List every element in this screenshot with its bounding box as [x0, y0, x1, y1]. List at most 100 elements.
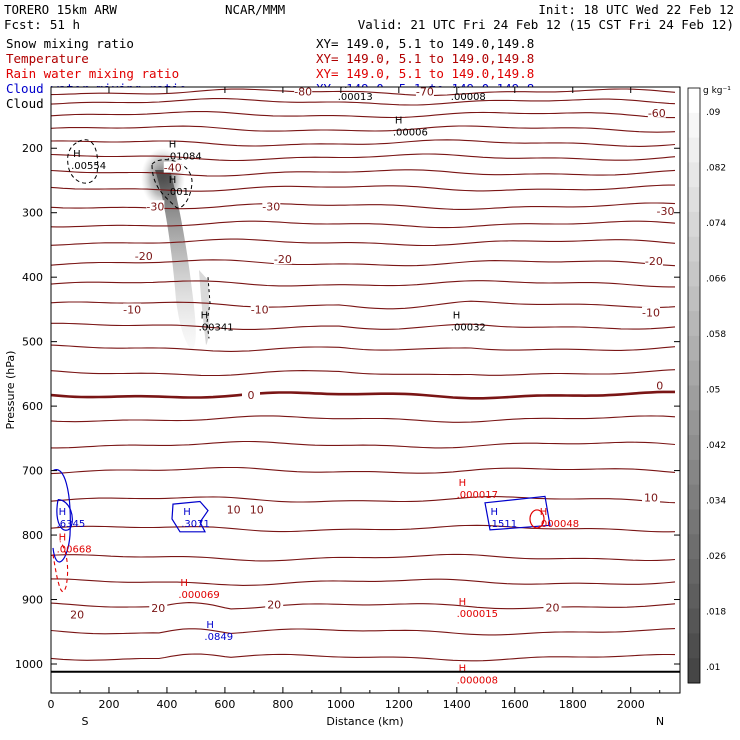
forecast-hours: 51 h — [50, 17, 80, 32]
contour-labels: -60 -40 -30 -30 -30 -20 -20 -20 -10 -10 -10 0 0 10 10 1… — [68, 86, 675, 621]
max-value-label: .00341 — [199, 322, 234, 333]
max-h-marker: H — [459, 664, 467, 675]
isotherm-line — [51, 153, 676, 162]
isotherm-line — [51, 125, 676, 133]
plot-frame — [50, 86, 681, 694]
isotherm-line — [51, 628, 676, 636]
max-h-marker: H — [169, 175, 177, 186]
contour-label-bg — [647, 106, 666, 118]
contour-label-bg — [265, 598, 284, 610]
isotherm-line — [51, 578, 676, 586]
isotherm-line — [51, 97, 676, 106]
contour-label-bg — [123, 303, 142, 315]
colorbar-segment — [688, 261, 700, 287]
max-value-label: .00006 — [393, 128, 428, 139]
max-h-marker: H — [183, 507, 191, 518]
colorbar-segment — [688, 583, 700, 610]
contour-label: 0 — [248, 389, 255, 402]
colorbar-segment — [688, 286, 700, 312]
colorbar-tick-label: .058 — [706, 330, 726, 340]
colorbar-segment — [688, 435, 700, 461]
valid-time: Valid: 21 UTC Fri 24 Feb 12 (15 CST Fri … — [358, 17, 734, 32]
y-tick-label: 400 — [22, 271, 43, 284]
snow-contour — [67, 139, 99, 184]
organization-label: NCAR/MMM — [225, 2, 285, 17]
colorbar-segment — [688, 608, 700, 634]
colorbar-segment — [688, 658, 700, 684]
colorbar-tick-label: .09 — [706, 108, 721, 118]
colorbar-tick-label: .01 — [706, 663, 720, 673]
colorbar-segment — [688, 236, 700, 263]
colorbar-tick-label: .018 — [706, 608, 726, 618]
colorbar-unit: g kg⁻¹ — [703, 86, 731, 96]
colorbar-segment — [688, 112, 700, 139]
cloud-water-contour — [56, 498, 73, 531]
isotherm-line — [51, 322, 676, 330]
contour-label: -70 — [416, 86, 434, 99]
x-tick-label: 800 — [272, 698, 293, 711]
contour-label: -80 — [294, 86, 312, 99]
max-value-label: .00668 — [57, 545, 92, 556]
max-value-label: .0849 — [204, 632, 233, 643]
y-tick-label: 200 — [22, 142, 43, 155]
y-tick-label: 600 — [22, 400, 43, 413]
max-h-marker: H — [169, 139, 177, 150]
mixing-ratio-contours — [52, 139, 551, 593]
colorbar-segment — [688, 385, 700, 411]
isotherm-line — [51, 169, 676, 177]
contour-label-bg — [68, 608, 87, 620]
max-value-label: .000048 — [538, 519, 579, 530]
legend-entry-range: XY= 149.0, 5.1 to 149.0,149.8 — [316, 36, 534, 51]
legend-entry-range: XY= 149.0, 5.1 to 149.0,149.8 — [316, 66, 534, 81]
maxima-markers: H.00554H.01084H.001H.00006H.00341H.00032… — [57, 87, 580, 687]
max-value-label: .000069 — [178, 590, 219, 601]
contour-label: -60 — [648, 107, 666, 120]
snow-shading-plume — [155, 170, 196, 350]
legend-entry-range: XY= 149.0, 5.1 to 149.0,149.8 — [316, 51, 534, 66]
contour-label-bg — [242, 389, 261, 401]
colorbar-segment — [688, 137, 700, 163]
snow-contour — [151, 159, 193, 209]
max-h-marker: H — [459, 478, 467, 489]
colorbar-segment — [688, 335, 700, 362]
isotherm-line — [51, 653, 676, 662]
contour-label: 10 — [227, 503, 241, 516]
x-tick-label: 1800 — [559, 698, 587, 711]
y-tick-label: 800 — [22, 529, 43, 542]
contour-label-bg — [644, 255, 663, 267]
contour-label: -20 — [645, 255, 663, 268]
x-axis-south-label: S — [82, 715, 89, 728]
colorbar-tick-label: .082 — [706, 164, 726, 174]
colorbar-segment — [688, 509, 700, 535]
forecast-label: Fcst: — [4, 17, 42, 32]
y-tick-label: 900 — [22, 594, 43, 607]
max-value-label: .6345 — [57, 519, 86, 530]
max-value-label: .1511 — [488, 519, 517, 530]
isotherm-line — [51, 300, 676, 310]
colorbar-segment — [688, 360, 700, 386]
max-value-label: .00008 — [451, 92, 486, 103]
contour-label-bg — [163, 161, 182, 173]
isotherm-line — [51, 440, 676, 449]
contour-label: -10 — [642, 307, 660, 320]
x-tick-label: 200 — [98, 698, 119, 711]
colorbar-frame — [687, 87, 701, 684]
isotherm-line — [51, 390, 675, 400]
contour-label: 20 — [151, 602, 165, 615]
temperature-contours — [51, 88, 676, 662]
contour-label-bg — [656, 204, 675, 216]
contour-label: 10 — [250, 503, 264, 516]
contour-label-bg — [262, 200, 281, 212]
x-tick-label: 400 — [156, 698, 177, 711]
cloud-water-contour — [171, 500, 209, 533]
isotherm-line — [51, 496, 676, 504]
plot-area: -60 -40 -30 -30 -30 -20 -20 -20 -10 -10 -10 0 0 10 10 1… — [51, 86, 680, 693]
contour-label-bg — [642, 306, 661, 318]
isotherm-line — [51, 369, 676, 377]
colorbar-tick-label: .042 — [706, 441, 726, 451]
contour-label-bg — [650, 379, 669, 391]
x-axis-label: Distance (km) — [326, 715, 403, 728]
colorbar-segment — [688, 88, 700, 114]
x-axis-north-label: N — [656, 715, 664, 728]
y-tick-label: 700 — [22, 465, 43, 478]
